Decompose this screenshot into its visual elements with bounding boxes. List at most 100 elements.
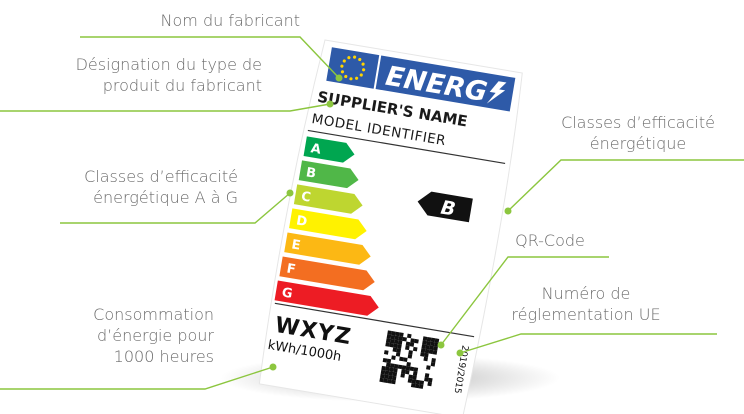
callout-qr-code: QR-Code xyxy=(460,230,640,251)
qr-module xyxy=(388,371,394,376)
class-arrow-d: D xyxy=(289,208,367,240)
qr-module xyxy=(430,337,436,343)
qr-module xyxy=(399,332,404,337)
qr-module xyxy=(391,331,396,336)
callout-consumption-line2: d’énergie pour xyxy=(96,326,214,345)
qr-module xyxy=(383,374,389,380)
leader-consumption xyxy=(0,366,274,390)
callout-dots xyxy=(269,74,512,371)
qr-module xyxy=(434,338,440,343)
qr-module xyxy=(414,383,420,389)
qr-module xyxy=(432,350,438,355)
callout-model-line2: produit du fabricant xyxy=(102,76,262,95)
qr-module xyxy=(409,366,415,372)
class-arrow-shape xyxy=(274,280,379,316)
leader-model xyxy=(0,103,331,112)
eu-star-icon xyxy=(352,55,357,59)
callout-lines xyxy=(0,36,744,390)
qr-module xyxy=(426,340,431,346)
label-paper xyxy=(258,39,523,414)
class-arrow-letter: G xyxy=(281,285,294,302)
eu-star-icon xyxy=(361,62,365,66)
qr-module xyxy=(385,366,390,372)
qr-module xyxy=(392,347,398,353)
qr-module xyxy=(428,377,433,383)
qr-module xyxy=(384,370,390,376)
qr-module xyxy=(407,333,412,339)
leader-manufacturer xyxy=(80,36,340,79)
callout-consumption-line3: 1000 heures xyxy=(113,347,214,366)
dot-qr xyxy=(437,341,445,349)
eu-star-icon xyxy=(347,56,351,60)
qr-module xyxy=(389,342,394,348)
qr-module xyxy=(422,340,427,345)
qr-module xyxy=(387,375,393,380)
qr-module xyxy=(401,365,407,370)
label-divider-top xyxy=(307,129,506,165)
qr-module xyxy=(403,357,408,362)
callout-current-class: Classes d’efficacité énergétique xyxy=(532,112,744,154)
class-arrow-shape xyxy=(279,256,375,291)
energy-label-card: ENERG SUPPLIER'S NAME MODEL IDENTIFIER A… xyxy=(258,39,523,414)
eu-star-icon xyxy=(340,64,344,68)
qr-module xyxy=(410,338,415,343)
dot-regulation xyxy=(456,349,464,357)
qr-module xyxy=(414,338,419,344)
qr-module xyxy=(415,379,421,385)
qr-module xyxy=(405,365,411,371)
class-arrow-shape xyxy=(303,136,355,163)
class-arrow-letter: D xyxy=(295,213,308,230)
callout-regulation: Numéro de réglementation UE xyxy=(486,283,686,325)
qr-module xyxy=(420,348,426,353)
qr-module xyxy=(395,352,401,357)
qr-module xyxy=(397,340,403,345)
qr-module xyxy=(386,358,392,364)
qr-module xyxy=(399,356,404,362)
qr-module xyxy=(408,350,413,355)
class-arrow-letter: C xyxy=(300,189,312,205)
qr-module xyxy=(405,341,411,347)
class-arrow-letter: E xyxy=(290,237,301,253)
qr-module xyxy=(391,379,396,385)
qr-module xyxy=(383,350,389,355)
callout-scale-line1: Classes d’efficacité xyxy=(84,167,238,186)
qr-module xyxy=(422,336,428,341)
qr-module xyxy=(393,339,399,345)
qr-module xyxy=(433,346,438,351)
qr-module xyxy=(410,382,416,388)
qr-module xyxy=(387,379,392,384)
qr-module xyxy=(426,336,432,342)
class-arrow-shape xyxy=(289,208,367,240)
qr-module xyxy=(389,338,395,344)
dot-current-class xyxy=(504,207,512,215)
qr-module xyxy=(405,345,410,351)
qr-module xyxy=(385,338,391,343)
class-arrow-shape xyxy=(298,160,359,189)
qr-module xyxy=(433,342,439,347)
lightning-icon xyxy=(486,81,507,104)
callout-class-line1: Classes d’efficacité xyxy=(561,113,715,132)
class-arrow-f: F xyxy=(279,256,375,291)
eu-star-icon xyxy=(362,68,366,72)
class-arrow-a: A xyxy=(303,136,355,163)
dot-model xyxy=(326,100,334,108)
qr-module xyxy=(393,343,398,349)
leader-qr xyxy=(440,256,609,346)
dot-consumption xyxy=(269,363,277,371)
qr-module xyxy=(397,364,403,370)
qr-module xyxy=(401,369,406,374)
qr-module xyxy=(405,369,410,375)
qr-module xyxy=(408,374,413,380)
qr-module xyxy=(385,342,390,347)
qr-module xyxy=(429,345,434,351)
current-class-arrow xyxy=(417,191,473,223)
qr-module xyxy=(383,378,388,383)
class-arrow-letter: A xyxy=(310,141,322,157)
qr-module xyxy=(406,361,411,367)
qr-module xyxy=(400,373,406,378)
eu-star-icon xyxy=(342,59,346,63)
callout-model-line1: Désignation du type de xyxy=(75,55,262,74)
callout-regulation-line1: Numéro de xyxy=(541,284,631,303)
